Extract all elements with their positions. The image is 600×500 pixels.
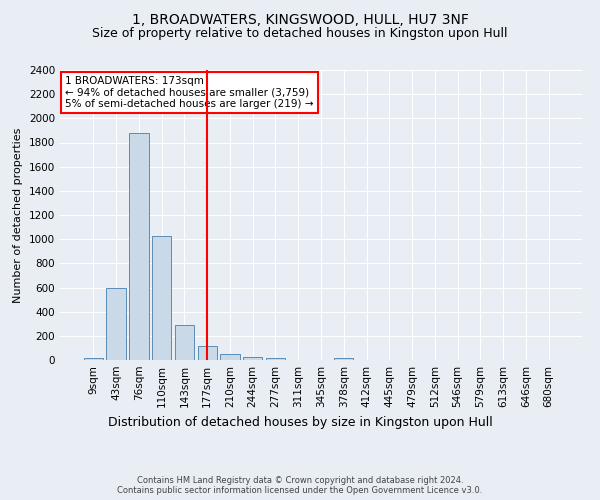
Bar (175, 325, 194, 360)
Bar (243, 357, 262, 360)
Bar (197, 346, 217, 360)
Bar (106, 288, 126, 360)
Text: 1, BROADWATERS, KINGSWOOD, HULL, HU7 3NF: 1, BROADWATERS, KINGSWOOD, HULL, HU7 3NF (131, 12, 469, 26)
Bar (84, 358, 103, 360)
Text: Contains HM Land Registry data © Crown copyright and database right 2024.
Contai: Contains HM Land Registry data © Crown c… (118, 476, 482, 495)
Text: 1 BROADWATERS: 173sqm
← 94% of detached houses are smaller (3,759)
5% of semi-de: 1 BROADWATERS: 173sqm ← 94% of detached … (65, 76, 314, 109)
Text: Size of property relative to detached houses in Kingston upon Hull: Size of property relative to detached ho… (92, 28, 508, 40)
Y-axis label: Number of detached properties: Number of detached properties (13, 128, 23, 302)
Bar (220, 354, 239, 360)
Text: Distribution of detached houses by size in Kingston upon Hull: Distribution of detached houses by size … (107, 416, 493, 429)
Bar (152, 236, 172, 360)
Bar (334, 358, 353, 360)
Bar (129, 133, 149, 360)
Bar (266, 358, 285, 360)
